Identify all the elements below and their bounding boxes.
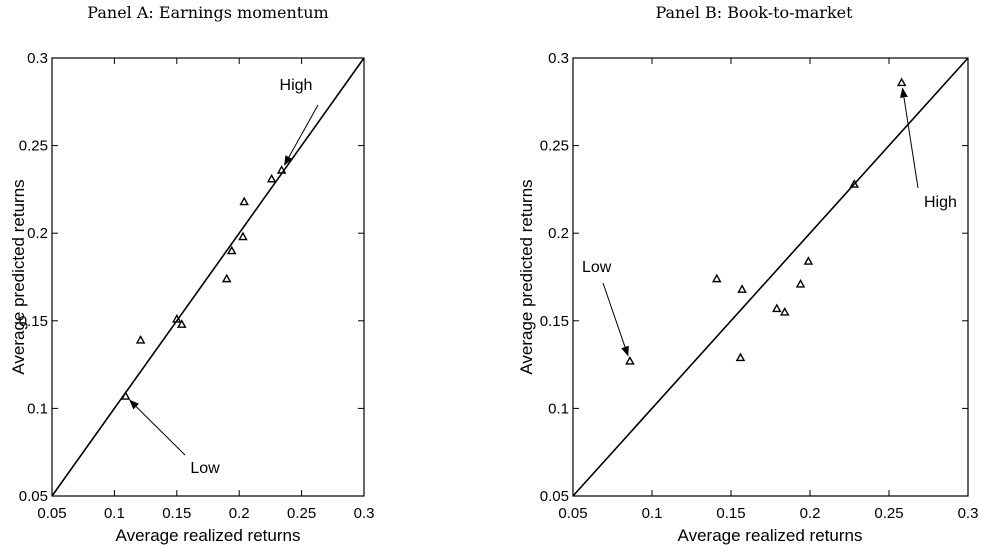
panel-b-data-point xyxy=(625,356,635,365)
panel-a-annotation-low: Low xyxy=(190,460,220,477)
panel-b-x-tick-label: 0.1 xyxy=(642,505,663,522)
panel-b-annotation-arrow-high xyxy=(899,87,919,189)
panel-a-plot-frame xyxy=(51,57,365,497)
panel-a-x-tick-label: 0.05 xyxy=(37,505,66,522)
panel-a-title: Panel A: Earnings momentum xyxy=(87,3,328,22)
panel-a-data-point xyxy=(239,196,249,206)
panel-a-data-point xyxy=(226,245,237,255)
panel-b-y-tick-label: 0.2 xyxy=(548,225,569,242)
panel-a-x-tick-label: 0.1 xyxy=(104,505,125,522)
panel-b-y-tick-label: 0.1 xyxy=(548,400,569,417)
panel-a-x-tick-label: 0.25 xyxy=(287,505,316,522)
panel-a-data-point xyxy=(238,231,248,241)
panel-a-data-point xyxy=(172,314,182,323)
panel-a-x-tick-label: 0.3 xyxy=(354,505,375,522)
panel-b-data-point xyxy=(803,256,814,265)
panel-b-y-axis-label: Average predicted returns xyxy=(517,179,536,374)
panel-b-annotation-arrow-low xyxy=(602,282,629,357)
panel-b-data-point xyxy=(849,179,860,188)
panel-a-annotation-high: High xyxy=(280,77,313,94)
panel-b-x-tick-label: 0.15 xyxy=(716,505,745,522)
panel-a-x-axis-label: Average realized returns xyxy=(116,526,301,545)
panel-b-y-tick-label: 0.05 xyxy=(540,488,569,505)
panel-b-data-point xyxy=(737,284,747,293)
panel-b-x-tick-label: 0.2 xyxy=(800,505,821,522)
panel-a-marks: 0.05 0.1 0.15 0.2 0.25 0.3 0.05 0.1 0.15 0.2 0.25 0… xyxy=(19,50,375,522)
panel-a-y-tick-label: 0.1 xyxy=(27,400,48,417)
panel-b-45-degree-line xyxy=(572,57,969,497)
panel-b-annotation-low: Low xyxy=(582,259,612,276)
panel-b-x-axis-label: Average realized returns xyxy=(678,526,863,545)
panel-a-data-point xyxy=(177,319,187,328)
panel-a-data-point xyxy=(221,273,232,283)
panel-a-x-tick-label: 0.2 xyxy=(229,505,250,522)
panel-b-plot-frame xyxy=(572,57,969,497)
panel-b-data-point xyxy=(896,77,907,87)
panel-a-data-point xyxy=(266,173,277,183)
panel-b-x-tick-label: 0.3 xyxy=(958,505,979,522)
panel-a-earnings-momentum: Panel A: Earnings momentum 0.05 0.1 0.15 0.… xyxy=(9,3,374,545)
panel-b-title: Panel B: Book-to-market xyxy=(655,3,853,22)
panel-b-y-tick-label: 0.3 xyxy=(548,50,569,67)
panel-b-data-point xyxy=(795,278,806,288)
panel-a-y-tick-label: 0.3 xyxy=(27,50,48,67)
panel-a-y-tick-label: 0.05 xyxy=(19,488,48,505)
panel-a-y-tick-label: 0.2 xyxy=(27,225,48,242)
panel-b-data-point xyxy=(735,352,746,362)
panel-a-data-point xyxy=(120,391,131,400)
panel-a-y-axis-label: Average predicted returns xyxy=(9,179,28,374)
panel-b-y-tick-label: 0.25 xyxy=(540,138,569,155)
panel-b-y-tick-label: 0.15 xyxy=(540,313,569,330)
panel-a-data-point xyxy=(276,165,287,174)
panel-b-x-tick-label: 0.05 xyxy=(558,505,587,522)
panel-a-data-point xyxy=(135,335,146,344)
panel-b-marks: 0.05 0.1 0.15 0.2 0.25 0.3 0.05 0.1 0.15 0.2 0.25 0… xyxy=(540,50,979,522)
panel-b-data-point xyxy=(779,306,790,316)
panel-a-x-tick-label: 0.15 xyxy=(162,505,191,522)
panel-b-data-point xyxy=(772,303,782,313)
panel-a-45-degree-line xyxy=(51,57,365,497)
panel-a-y-tick-label: 0.25 xyxy=(19,138,48,155)
panel-a-y-tick-label: 0.15 xyxy=(19,313,48,330)
panel-a-annotation-arrow-high xyxy=(284,104,319,166)
panel-a-annotation-arrow-low xyxy=(129,399,186,456)
panel-b-book-to-market: Panel B: Book-to-market 0.05 0.1 0.15 0.2 0.… xyxy=(517,3,978,545)
panel-b-x-tick-label: 0.25 xyxy=(874,505,903,522)
panel-b-data-point xyxy=(711,273,722,283)
panel-b-annotation-high: High xyxy=(924,194,957,211)
